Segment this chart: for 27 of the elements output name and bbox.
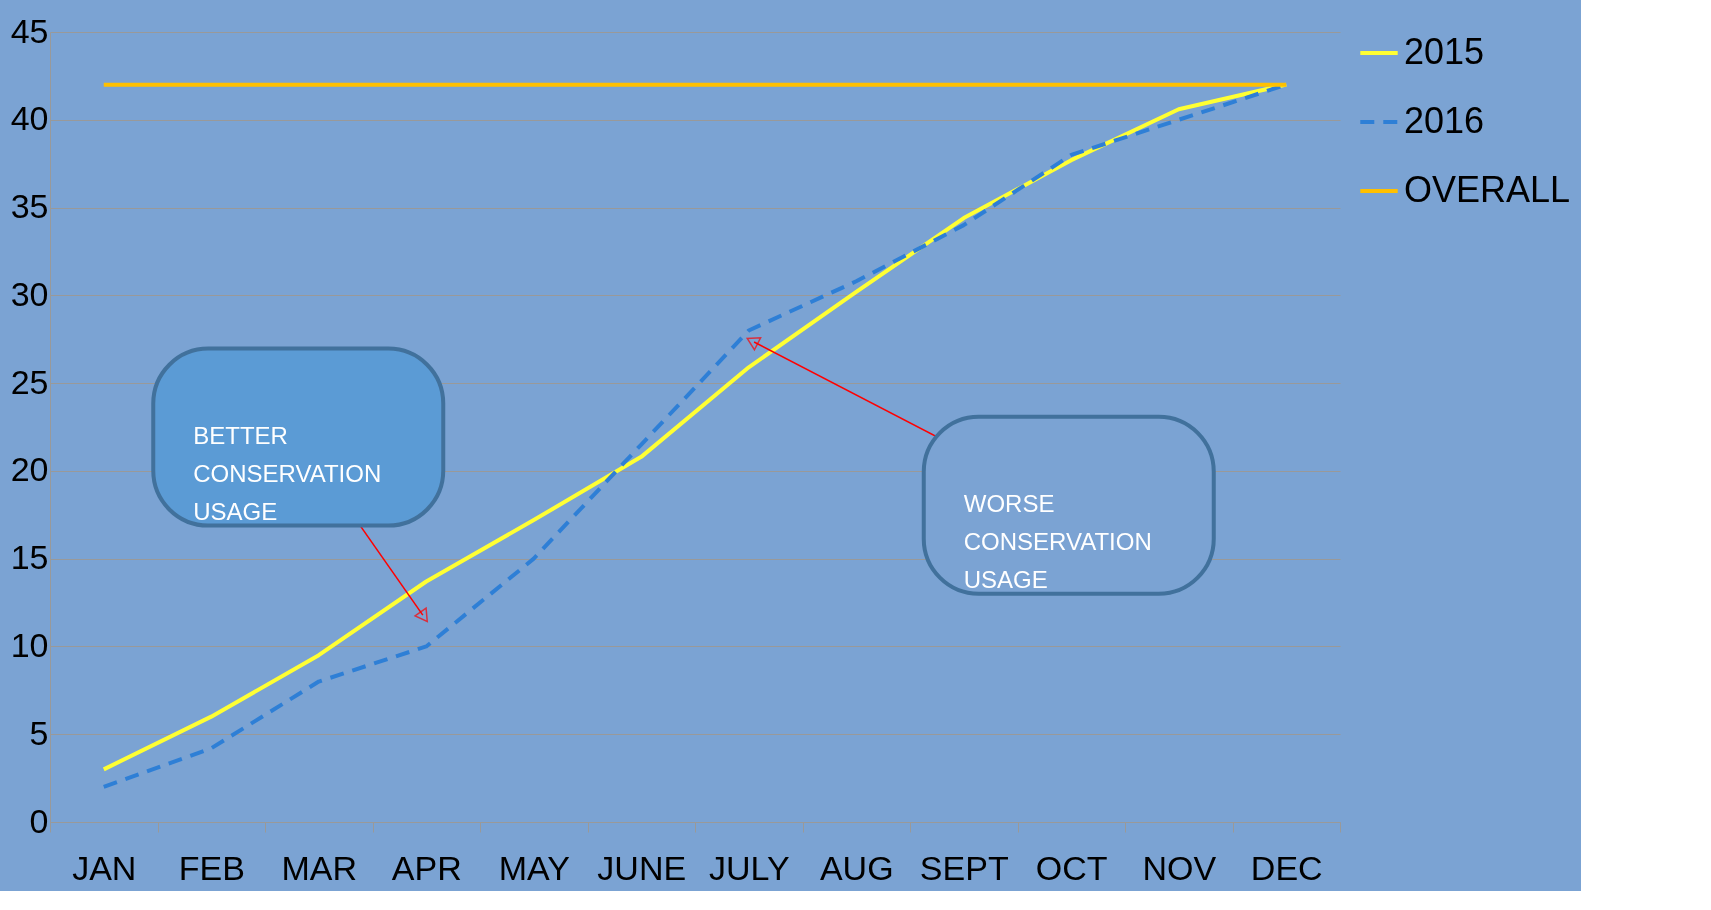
annotation: WORSE CONSERVATION USAGE <box>963 490 1152 594</box>
x-tick-label: SEPT <box>919 848 1009 887</box>
y-tick-label: 35 <box>10 187 49 226</box>
y-tick-label: 40 <box>10 99 49 138</box>
y-tick-label: 0 <box>29 801 49 840</box>
y-tick-label: 30 <box>10 274 49 313</box>
x-tick-label: APR <box>391 848 462 887</box>
x-tick-label: MAY <box>498 848 570 887</box>
x-tick-label: JUNE <box>597 848 687 887</box>
x-tick-label: AUG <box>819 848 894 887</box>
x-tick-label: OCT <box>1035 848 1108 887</box>
y-tick-label: 10 <box>10 625 49 664</box>
legend-label: 2015 <box>1404 31 1485 72</box>
y-tick-label: 5 <box>29 713 49 752</box>
x-tick-label: NOV <box>1142 848 1217 887</box>
x-tick-label: JAN <box>72 848 137 887</box>
y-tick-label: 15 <box>10 538 49 577</box>
x-tick-label: FEB <box>178 848 245 887</box>
y-tick-label: 20 <box>10 450 49 489</box>
x-tick-label: MAR <box>281 848 358 887</box>
y-tick-label: 25 <box>10 362 49 401</box>
y-tick-label: 45 <box>10 11 49 50</box>
x-tick-label: JULY <box>708 848 790 887</box>
legend-label: OVERALL <box>1404 169 1571 210</box>
annotation: BETTER CONSERVATION USAGE <box>193 422 382 526</box>
x-tick-label: DEC <box>1250 848 1323 887</box>
legend-label: 2016 <box>1404 100 1485 141</box>
